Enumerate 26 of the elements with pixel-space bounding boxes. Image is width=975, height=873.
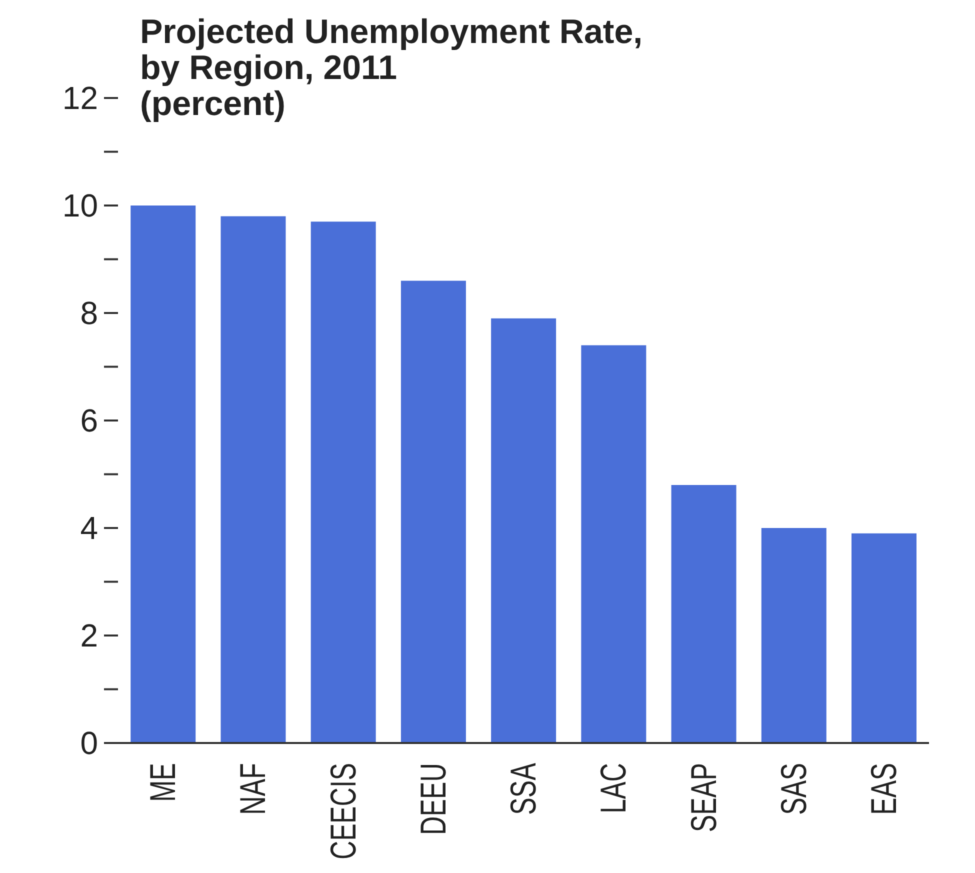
y-tick-label: 12 [62,80,98,116]
bar [761,528,826,743]
y-tick-label: 0 [80,725,98,761]
y-tick-label: 10 [62,188,98,224]
x-tick-label: EAS [864,763,904,815]
y-tick-label: 2 [80,618,98,654]
x-tick-label: ME [142,763,184,802]
x-tick-label: DEEU [413,763,454,836]
x-tick-label: CEECIS [323,763,364,860]
bar [130,206,196,743]
x-tick-label: SEAP [684,763,724,832]
x-tick-label: SSA [503,762,544,815]
bar [852,533,917,743]
x-tick-label: NAF [233,763,274,815]
bar [581,345,646,743]
bar [220,216,286,743]
bar [310,222,376,743]
bar [400,280,466,743]
bar [671,485,736,743]
chart-title: Projected Unemployment Rate, by Region, 2011 (percent) [140,13,643,123]
y-tick-label: 4 [80,510,98,546]
y-tick-label: 8 [80,295,98,331]
x-tick-label: LAC [594,763,634,814]
bar [491,318,556,743]
x-tick-label: SAS [774,763,814,815]
y-tick-label: 6 [80,402,98,438]
